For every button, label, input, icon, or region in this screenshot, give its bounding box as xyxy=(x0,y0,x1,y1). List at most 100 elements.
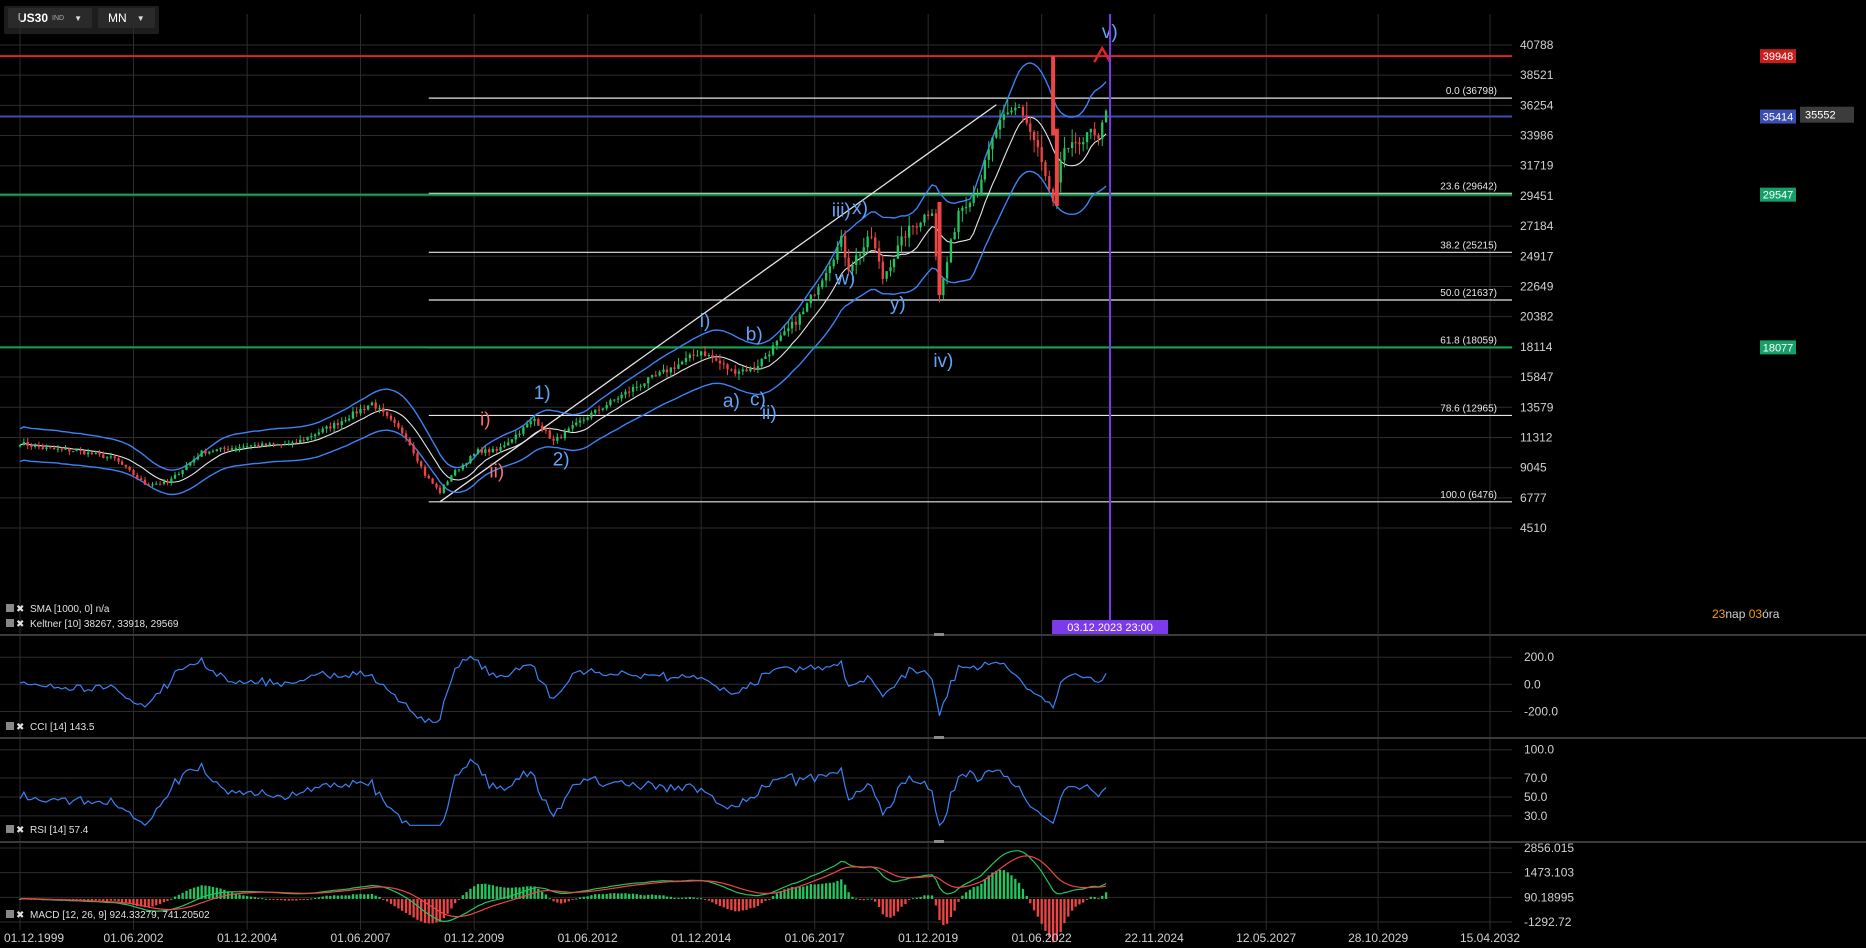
y-tick-label: 31719 xyxy=(1520,159,1554,173)
keltner-lower-band xyxy=(19,170,1107,496)
symbol-selector[interactable]: US30 IND ▼ xyxy=(8,8,93,28)
macd-histogram-bar xyxy=(631,893,635,899)
x-tick-label: 01.12.1999 xyxy=(4,931,64,945)
fib-level-label: 0.0 (36798) xyxy=(1446,86,1497,97)
macd-histogram-bar xyxy=(976,886,979,899)
macd-histogram-bar xyxy=(117,898,120,902)
x-tick-label: 01.12.2014 xyxy=(671,931,731,945)
macd-histogram-bar xyxy=(968,889,972,899)
macd-histogram-bar xyxy=(416,898,419,920)
macd-histogram-bar xyxy=(98,898,101,901)
macd-histogram-bar xyxy=(299,898,302,900)
macd-histogram-bar xyxy=(938,898,941,921)
candle-body xyxy=(423,466,427,476)
macd-histogram-bar xyxy=(613,893,616,899)
candle-body xyxy=(90,452,94,455)
candlesticks xyxy=(18,56,1108,495)
macd-histogram-bar xyxy=(162,898,166,903)
pane-resize-handle[interactable] xyxy=(934,736,944,739)
candle-body xyxy=(102,454,105,458)
macd-histogram-bar xyxy=(173,896,177,899)
y-tick-label: 40788 xyxy=(1520,38,1554,52)
pane-resize-handle[interactable] xyxy=(934,633,944,636)
settings-icon[interactable] xyxy=(6,722,14,730)
candle-body xyxy=(522,427,525,434)
candle-body xyxy=(556,437,559,441)
macd-histogram-bar xyxy=(567,898,570,902)
indicator-panes xyxy=(0,655,1512,943)
macd-histogram-bar xyxy=(847,892,850,899)
x-tick-label: 01.06.2022 xyxy=(1012,931,1072,945)
wave-label: y) xyxy=(890,294,906,315)
macd-histogram-bar xyxy=(488,884,491,899)
candle-body xyxy=(760,358,763,367)
settings-icon[interactable] xyxy=(6,910,14,918)
axes: 01.12.1999 01.06.2002 01.12.2004 01.06.2007… xyxy=(4,38,1574,945)
candle-body xyxy=(253,444,257,446)
target-arrow-icon xyxy=(1093,45,1112,63)
macd-histogram-bar xyxy=(234,893,237,899)
macd-histogram-bar xyxy=(147,898,150,908)
macd-histogram-bar xyxy=(718,898,722,907)
candle-body xyxy=(533,418,536,422)
wave-label: i) xyxy=(700,311,711,332)
candle-body xyxy=(1078,142,1081,145)
macd-histogram-bar xyxy=(624,893,627,899)
candle-body xyxy=(953,232,956,240)
candle-body xyxy=(582,419,585,421)
candle-body xyxy=(230,448,234,450)
candle-body xyxy=(908,225,911,238)
candle-body xyxy=(552,438,555,441)
candle-body xyxy=(79,450,82,452)
candle-body xyxy=(923,214,926,223)
close-icon[interactable]: ✖ xyxy=(16,910,24,921)
pane-resize-handle[interactable] xyxy=(934,840,944,843)
settings-icon[interactable] xyxy=(6,619,14,627)
candle-body xyxy=(329,426,332,429)
macd-histogram-bar xyxy=(276,898,279,900)
candle-body xyxy=(351,411,355,419)
close-icon[interactable]: ✖ xyxy=(16,619,24,630)
macd-histogram-bar xyxy=(658,895,661,899)
candle-body xyxy=(983,159,987,180)
macd-histogram-bar xyxy=(980,883,983,899)
candle-body xyxy=(1089,128,1092,133)
close-icon[interactable]: ✖ xyxy=(16,825,24,836)
macd-histogram-bar xyxy=(616,893,620,899)
x-tick-label: 22.11.2024 xyxy=(1125,931,1184,945)
close-icon[interactable]: ✖ xyxy=(16,722,24,733)
macd-histogram-bar xyxy=(408,898,411,916)
candle-body xyxy=(204,450,207,454)
candle-body xyxy=(173,474,177,479)
candle-body xyxy=(586,417,589,420)
candle-body xyxy=(1067,147,1070,149)
macd-histogram-bar xyxy=(821,883,824,899)
y-tick-label: 22649 xyxy=(1520,280,1554,294)
candle-body xyxy=(771,345,775,355)
settings-icon[interactable] xyxy=(6,604,14,612)
macd-histogram-bar xyxy=(503,887,506,899)
macd-histogram-bar xyxy=(1051,898,1055,943)
candle-body xyxy=(790,321,794,329)
candle-body xyxy=(495,448,498,451)
chart-grid xyxy=(0,14,1866,930)
macd-histogram-bar xyxy=(412,898,415,918)
candle-body xyxy=(366,405,370,410)
candle-body xyxy=(1093,128,1096,136)
macd-histogram-bar xyxy=(961,895,964,899)
x-tick-label: 12.05.2027 xyxy=(1236,931,1296,945)
macd-histogram-bar xyxy=(805,885,809,899)
macd-histogram-bar xyxy=(86,898,90,901)
candle-body xyxy=(72,451,75,453)
macd-histogram-bar xyxy=(995,870,998,899)
settings-icon[interactable] xyxy=(6,825,14,833)
macd-histogram-bar xyxy=(734,898,737,912)
candle-body xyxy=(238,447,241,449)
candle-body xyxy=(431,478,434,484)
candle-body xyxy=(223,447,226,449)
timeframe-selector[interactable]: MN ▼ xyxy=(98,8,155,28)
close-icon[interactable]: ✖ xyxy=(16,604,24,615)
wave-label: iii) xyxy=(832,201,851,222)
macd-histogram-bar xyxy=(423,898,427,924)
